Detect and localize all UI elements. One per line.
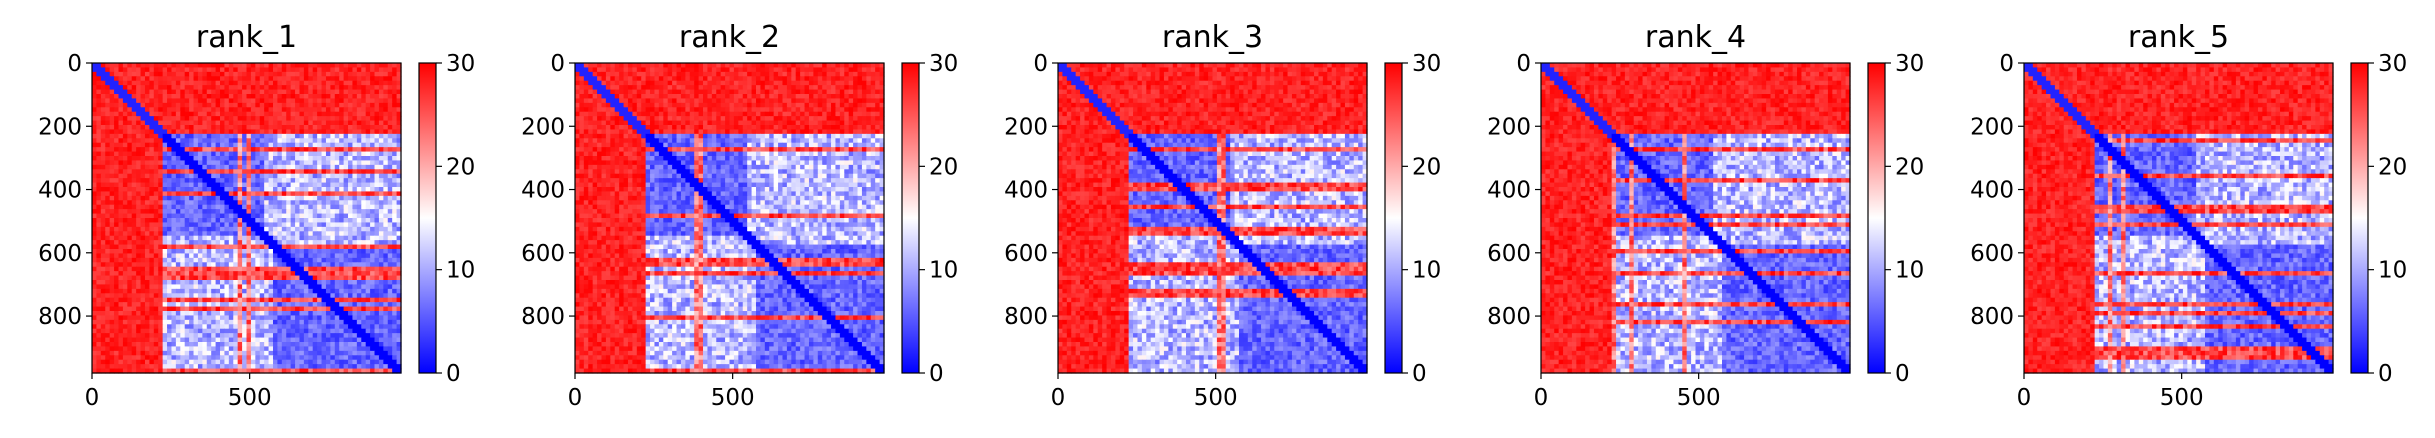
colorbar-tick-label: 20 <box>446 154 475 180</box>
y-tick-label: 800 <box>1004 304 1048 330</box>
colorbar-tick-label: 0 <box>2378 361 2393 387</box>
colorbar-tick-label: 10 <box>929 258 958 284</box>
x-tick-label: 500 <box>711 385 755 411</box>
colorbar <box>2350 62 2369 374</box>
y-tick-label: 200 <box>38 114 82 140</box>
y-tick-label: 0 <box>1033 51 1048 77</box>
x-tick-label: 500 <box>228 385 272 411</box>
panel-4: rank_4 0 200 400 600 800 0 500 0 10 20 30 <box>1487 20 1924 411</box>
x-tick-label: 0 <box>1534 385 1549 411</box>
heatmap-image <box>1541 63 1851 374</box>
panel-title: rank_4 <box>1645 20 1746 55</box>
y-tick-label: 0 <box>1999 51 2014 77</box>
panel-title: rank_3 <box>1162 20 1263 55</box>
x-tick-label: 500 <box>1194 385 1238 411</box>
colorbar <box>1384 62 1403 374</box>
y-tick-label: 800 <box>38 304 82 330</box>
x-tick-label: 500 <box>1677 385 1721 411</box>
y-tick-label: 200 <box>1487 114 1531 140</box>
y-tick-label: 600 <box>38 241 82 267</box>
colorbar <box>1867 62 1886 374</box>
panel-2: rank_2 0 200 400 600 800 0 500 0 10 20 30 <box>521 20 958 411</box>
panel-1: rank_1 0 200 400 600 800 0 500 0 10 20 30 <box>38 20 475 411</box>
axes-frame <box>2023 62 2334 374</box>
y-tick-label: 800 <box>1970 304 2014 330</box>
colorbar-tick-label: 30 <box>1412 51 1441 77</box>
y-tick-label: 400 <box>521 178 565 204</box>
y-tick-label: 600 <box>521 241 565 267</box>
colorbar-tick-label: 0 <box>1895 361 1910 387</box>
colorbar-tick-label: 10 <box>2378 258 2407 284</box>
heatmap-image <box>2024 63 2334 374</box>
colorbar-tick-label: 20 <box>1895 154 1924 180</box>
colorbar-tick-label: 0 <box>929 361 944 387</box>
colorbar-tick-label: 10 <box>1895 258 1924 284</box>
y-tick-label: 800 <box>1487 304 1531 330</box>
colorbar-tick-label: 30 <box>2378 51 2407 77</box>
axes-frame <box>1057 62 1368 374</box>
colorbar-tick-label: 0 <box>446 361 461 387</box>
panel-title: rank_5 <box>2128 20 2229 55</box>
y-tick-label: 0 <box>67 51 82 77</box>
y-tick-label: 600 <box>1487 241 1531 267</box>
colorbar-tick-label: 30 <box>446 51 475 77</box>
y-tick-label: 400 <box>1004 178 1048 204</box>
y-tick-label: 600 <box>1970 241 2014 267</box>
y-tick-label: 0 <box>550 51 565 77</box>
y-tick-label: 400 <box>38 178 82 204</box>
y-tick-label: 200 <box>1004 114 1048 140</box>
colorbar-tick-label: 10 <box>1412 258 1441 284</box>
heatmap-image <box>1058 63 1368 374</box>
axes-frame <box>91 62 402 374</box>
panel-title: rank_2 <box>679 20 780 55</box>
y-tick-label: 200 <box>521 114 565 140</box>
x-tick-label: 0 <box>85 385 100 411</box>
heatmap-image <box>575 63 885 374</box>
colorbar-tick-label: 20 <box>1412 154 1441 180</box>
colorbar <box>418 62 437 374</box>
colorbar-tick-label: 0 <box>1412 361 1427 387</box>
x-tick-label: 500 <box>2160 385 2204 411</box>
y-tick-label: 400 <box>1970 178 2014 204</box>
colorbar <box>901 62 920 374</box>
y-tick-label: 0 <box>1516 51 1531 77</box>
y-tick-label: 800 <box>521 304 565 330</box>
colorbar-tick-label: 30 <box>929 51 958 77</box>
panel-5: rank_5 0 200 400 600 800 0 500 0 10 20 30 <box>1970 20 2407 411</box>
y-tick-label: 400 <box>1487 178 1531 204</box>
colorbar-tick-label: 20 <box>2378 154 2407 180</box>
colorbar-tick-label: 20 <box>929 154 958 180</box>
heatmap-image <box>92 63 402 374</box>
x-tick-label: 0 <box>568 385 583 411</box>
axes-frame <box>1540 62 1851 374</box>
axes-frame <box>574 62 885 374</box>
y-tick-label: 200 <box>1970 114 2014 140</box>
colorbar-tick-label: 10 <box>446 258 475 284</box>
x-tick-label: 0 <box>2017 385 2032 411</box>
x-tick-label: 0 <box>1051 385 1066 411</box>
panel-3: rank_3 0 200 400 600 800 0 500 0 10 20 30 <box>1004 20 1441 411</box>
y-tick-label: 600 <box>1004 241 1048 267</box>
panel-title: rank_1 <box>196 20 297 55</box>
colorbar-tick-label: 30 <box>1895 51 1924 77</box>
